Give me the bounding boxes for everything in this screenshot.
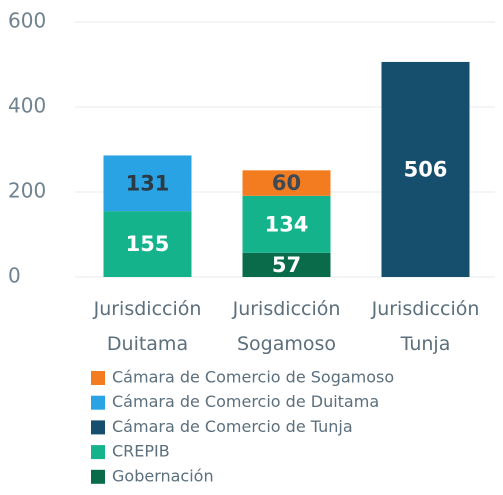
legend-label: Cámara de Comercio de Tunja [112, 417, 353, 436]
data-label: 57 [272, 253, 301, 277]
bar-segment [103, 211, 192, 277]
legend-label: Gobernación [112, 466, 214, 485]
legend-swatch [91, 469, 105, 484]
y-tick-label: 0 [8, 264, 21, 288]
data-label: 60 [272, 171, 301, 195]
data-label: 155 [126, 232, 170, 256]
x-tick-label: Jurisdicción Tunja [371, 298, 480, 355]
bar-segment [381, 61, 470, 278]
bar-segment [242, 170, 331, 196]
y-tick-label: 200 [8, 179, 46, 203]
data-label: 134 [265, 212, 309, 236]
y-tick-label: 400 [8, 94, 46, 118]
legend-swatch [91, 395, 105, 410]
legend-swatch [91, 445, 105, 460]
bar-segment [242, 252, 331, 277]
legend-label: CREPIB [112, 442, 170, 461]
data-label: 131 [126, 171, 170, 195]
legend-label: Cámara de Comercio de Duitama [112, 392, 379, 411]
bar-segment [103, 155, 192, 212]
legend-swatch [91, 420, 105, 435]
legend-swatch [91, 371, 105, 385]
y-tick-label: 600 [8, 9, 46, 33]
x-tick-label: Jurisdicción Sogamoso [232, 298, 341, 355]
bar-segment [242, 195, 331, 253]
x-tick-label: Jurisdicción Duitama [93, 298, 202, 355]
legend-label: Cámara de Comercio de Sogamoso [112, 368, 394, 387]
data-label: 506 [404, 157, 448, 181]
